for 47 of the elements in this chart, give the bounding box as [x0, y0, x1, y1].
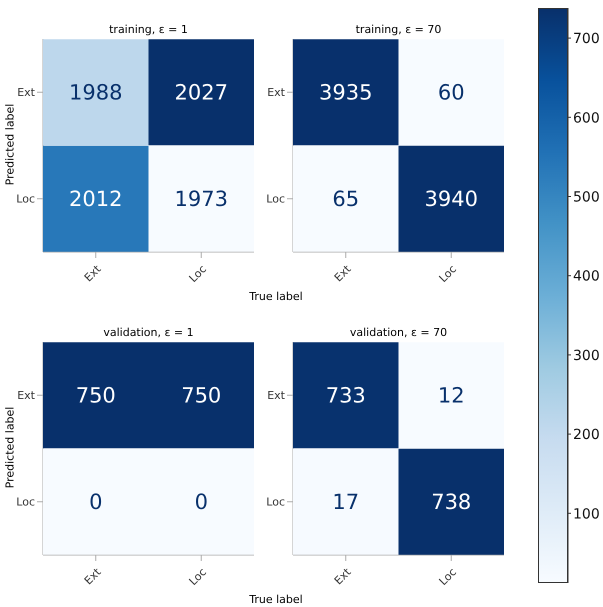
data-label: 733 — [326, 383, 366, 408]
data-label: 750 — [181, 383, 222, 408]
data-label: 12 — [438, 383, 465, 408]
color-bar-label: 700 — [573, 31, 600, 48]
x-axis-title: True label — [248, 290, 304, 303]
data-label: 1973 — [174, 186, 228, 211]
color-bar-label: 300 — [573, 348, 600, 364]
chart-title: training, ε = 70 — [354, 23, 442, 36]
x-axis-title: True label — [248, 593, 304, 606]
data-label: 2012 — [69, 186, 122, 211]
data-label: 17 — [332, 490, 360, 514]
data-label: 3935 — [319, 80, 372, 104]
color-bar-label: 200 — [573, 427, 600, 444]
data-label: 1988 — [69, 80, 122, 104]
data-label: 2027 — [174, 80, 228, 104]
data-label: 750 — [76, 383, 116, 408]
x-tick-label: Loc — [186, 566, 210, 588]
x-tick-label: Ext — [332, 565, 354, 588]
x-tick-label: Loc — [436, 566, 460, 588]
y-axis-title: Predicted label — [4, 406, 16, 490]
chart-title: validation, ε = 70 — [348, 326, 448, 339]
y-tick-label: Loc — [266, 496, 285, 509]
y-tick-label: Ext — [267, 86, 286, 100]
x-tick-label: Loc — [436, 262, 460, 286]
data-label: 60 — [438, 80, 465, 104]
y-tick-label: Ext — [267, 389, 286, 402]
y-tick-label: Ext — [17, 86, 36, 100]
data-label: 3940 — [424, 186, 478, 211]
x-tick-label: Ext — [332, 262, 354, 284]
color-bar-label: 400 — [573, 268, 600, 285]
data-label: 738 — [431, 490, 472, 514]
color-bar-label: 600 — [573, 110, 600, 126]
y-tick-label: Loc — [16, 496, 35, 509]
x-tick-label: Loc — [186, 262, 210, 286]
y-tick-label: Loc — [266, 192, 285, 206]
data-label: 0 — [194, 490, 208, 514]
chart-title: training, ε = 1 — [108, 23, 189, 36]
chart-title: validation, ε = 1 — [102, 326, 195, 339]
y-tick-label: Ext — [17, 389, 36, 402]
color-bar-label: 500 — [573, 189, 600, 206]
x-tick-label: Ext — [82, 565, 104, 588]
data-label: 0 — [89, 490, 102, 514]
y-axis-title: Predicted label — [4, 102, 16, 188]
color-bar-label: 100 — [573, 506, 600, 522]
y-tick-label: Loc — [16, 192, 35, 206]
x-tick-label: Ext — [82, 262, 104, 284]
data-label: 65 — [332, 186, 360, 211]
